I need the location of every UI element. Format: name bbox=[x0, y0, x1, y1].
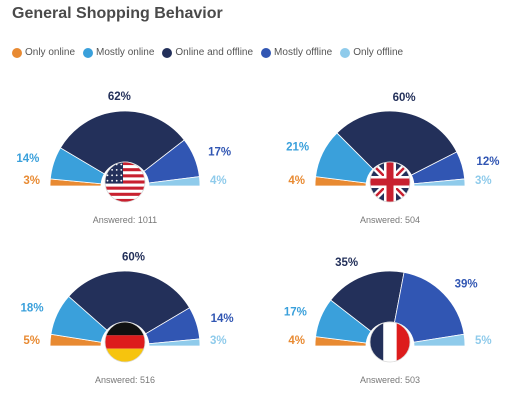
legend-item-online-and-offline: Online and offline bbox=[162, 47, 253, 58]
data-label: 3% bbox=[210, 335, 227, 347]
data-label: 3% bbox=[23, 175, 40, 187]
pie-slice bbox=[148, 176, 201, 187]
semicircle-chart: 3% 14% 62% 17% 4% Answered: 1011 bbox=[16, 91, 231, 225]
data-label: 4% bbox=[288, 175, 305, 187]
legend-swatch bbox=[12, 47, 22, 58]
data-label: 14% bbox=[16, 153, 39, 165]
legend-label: Mostly offline bbox=[274, 47, 333, 58]
data-label: 5% bbox=[23, 335, 40, 347]
pie-slice bbox=[330, 270, 405, 332]
pie-slice bbox=[413, 178, 466, 187]
answered-count: Answered: 1011 bbox=[93, 215, 157, 225]
legend-item-only-online: Only online bbox=[12, 47, 75, 58]
legend-label: Mostly online bbox=[96, 47, 155, 58]
data-label: 60% bbox=[122, 251, 145, 263]
data-label: 18% bbox=[21, 303, 44, 315]
data-label: 3% bbox=[475, 175, 492, 187]
semicircle-chart: 4% 21% 60% 12% 3% Answered: 504 bbox=[286, 92, 499, 225]
legend: Only online Mostly online Online and off… bbox=[12, 47, 403, 58]
legend-swatch bbox=[162, 47, 173, 58]
semicircle-chart: 4% 17% 35% 39% 5% Answered: 503 bbox=[284, 257, 492, 385]
data-label: 4% bbox=[288, 335, 305, 347]
france-flag-icon bbox=[369, 321, 411, 363]
legend-label: Only offline bbox=[353, 47, 404, 58]
answered-count: Answered: 503 bbox=[360, 375, 420, 385]
chart-title: General Shopping Behavior bbox=[12, 5, 223, 22]
legend-swatch bbox=[340, 47, 351, 58]
germany-flag-icon bbox=[104, 321, 146, 363]
legend-label: Only online bbox=[25, 47, 76, 58]
data-label: 62% bbox=[108, 91, 131, 103]
data-label: 17% bbox=[284, 307, 307, 319]
pie-slice bbox=[148, 338, 201, 347]
legend-item-mostly-online: Mostly online bbox=[83, 47, 154, 58]
data-label: 17% bbox=[208, 147, 231, 159]
pie-slice bbox=[413, 333, 466, 347]
data-label: 4% bbox=[210, 175, 227, 187]
data-label: 12% bbox=[476, 156, 499, 168]
legend-item-mostly-offline: Mostly offline bbox=[261, 47, 332, 58]
data-label: 5% bbox=[475, 335, 492, 347]
usa-flag-icon bbox=[104, 161, 146, 203]
pie-slice bbox=[394, 271, 465, 343]
semicircle-chart: 5% 18% 60% 14% 3% Answered: 516 bbox=[21, 251, 234, 385]
legend-swatch bbox=[83, 47, 94, 58]
legend-label: Online and offline bbox=[175, 47, 254, 58]
data-label: 35% bbox=[335, 257, 358, 269]
answered-count: Answered: 516 bbox=[95, 375, 155, 385]
data-label: 21% bbox=[286, 141, 309, 153]
answered-count: Answered: 504 bbox=[360, 215, 420, 225]
legend-item-only-offline: Only offline bbox=[340, 47, 403, 58]
uk-flag-icon bbox=[369, 161, 411, 203]
legend-swatch bbox=[261, 47, 272, 58]
data-label: 39% bbox=[455, 278, 478, 290]
data-label: 60% bbox=[393, 92, 416, 104]
data-label: 14% bbox=[211, 313, 234, 325]
